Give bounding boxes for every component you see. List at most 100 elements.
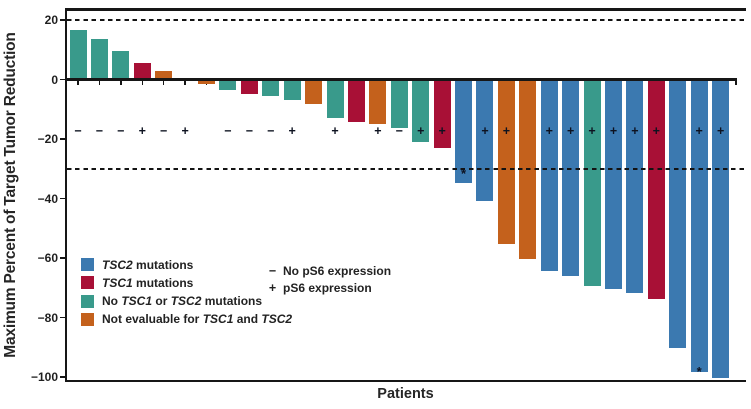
x-tick [77, 80, 79, 85]
ps6-symbol: + [417, 124, 425, 138]
y-tick [60, 376, 66, 378]
asterisk-marker: * [461, 165, 467, 181]
patient-bar [240, 80, 258, 95]
y-tick-label: −60 [37, 251, 58, 265]
y-tick-label: −20 [37, 132, 58, 146]
ps6-symbol: + [438, 124, 446, 138]
ps6-symbol: + [695, 124, 703, 138]
ps6-symbol: − [74, 124, 82, 138]
ps6-symbol: + [374, 124, 382, 138]
patient-bar [133, 63, 151, 80]
legend-label-segment: TSC2 [170, 294, 202, 309]
patient-bar [433, 80, 451, 148]
legend-label-segment: mutations [201, 294, 263, 309]
legend-label-segment: or [152, 294, 171, 309]
patient-bar [647, 80, 665, 300]
legend-swatch [81, 312, 94, 326]
x-axis-title: Patients [377, 386, 434, 402]
ps6-symbol: + [502, 124, 511, 138]
threshold-line [67, 167, 744, 170]
ps6-legend-symbol: − [268, 264, 277, 278]
patient-bar [219, 80, 237, 90]
y-tick-label: −80 [37, 310, 58, 325]
legend-ps6: − No pS6 expression + pS6 expression [266, 264, 391, 297]
ps6-symbol: + [138, 124, 146, 138]
x-axis-line [65, 379, 746, 382]
y-tick-label: 0 [51, 72, 58, 87]
legend-label-segment: Not evaluable for [102, 312, 203, 327]
y-tick-label: −100 [30, 370, 58, 384]
ps6-symbol: + [567, 124, 575, 138]
patient-bar [390, 80, 408, 129]
legend-label-segment: No [102, 294, 122, 309]
ps6-symbol: − [95, 124, 104, 138]
plot-top-border [65, 8, 746, 11]
patient-bar [262, 80, 280, 96]
threshold-line [67, 19, 744, 21]
legend-label-segment: TSC1 [202, 312, 234, 327]
y-axis-title: Maximum Percent of Target Tumor Reductio… [2, 32, 19, 358]
y-tick-label: −40 [37, 191, 58, 206]
x-tick [184, 80, 186, 85]
legend-item: TSC2 mutations [81, 258, 292, 272]
ps6-legend-label: pS6 expression [283, 280, 372, 295]
ps6-symbol: − [395, 124, 403, 138]
patient-bar [455, 80, 473, 184]
patient-bar [112, 51, 130, 80]
asterisk-marker: * [696, 363, 702, 379]
legend-swatch [81, 258, 94, 271]
patient-bar [369, 80, 387, 124]
legend-label-segment: TSC1 [121, 294, 153, 309]
y-tick-label: 20 [44, 13, 58, 27]
patient-bar [712, 80, 730, 379]
patient-bar [305, 80, 323, 105]
ps6-legend-symbol: + [268, 280, 277, 295]
legend-label-segment: TSC2 [102, 257, 133, 272]
x-tick [141, 80, 143, 85]
legend-item: TSC1 mutations [81, 275, 292, 290]
ps6-symbol: + [288, 124, 296, 138]
y-axis-line [65, 8, 67, 381]
x-tick [98, 80, 101, 85]
legend-swatch [81, 276, 94, 290]
patient-bar [583, 80, 601, 286]
ps6-symbol: + [545, 124, 553, 138]
x-tick [120, 80, 122, 85]
patient-bar [626, 80, 644, 294]
legend-swatch [81, 294, 94, 308]
patient-bar [69, 30, 87, 80]
patient-bar [519, 80, 537, 260]
legend-label-segment: mutations [132, 275, 194, 290]
ps6-symbol: + [331, 124, 339, 138]
ps6-legend-item: − No pS6 expression [266, 264, 391, 278]
patient-bar [155, 70, 173, 80]
ps6-symbol: + [609, 124, 618, 138]
legend-item: No TSC1 or TSC2 mutations [81, 294, 292, 308]
patient-bar [669, 80, 687, 349]
patient-bar [326, 80, 344, 118]
y-tick [60, 316, 66, 319]
y-tick [60, 19, 66, 21]
ps6-symbol: − [267, 124, 275, 138]
ps6-symbol: − [245, 124, 254, 138]
y-tick [60, 257, 66, 259]
legend-label-segment: TSC1 [102, 275, 133, 290]
patient-bar [347, 80, 365, 123]
ps6-symbol: + [588, 124, 596, 138]
x-tick [162, 80, 165, 85]
legend-item-label: No TSC1 or TSC2 mutations [102, 294, 262, 308]
patient-bar [690, 80, 708, 373]
ps6-symbol: + [716, 124, 725, 138]
patient-bar [198, 80, 216, 84]
legend-mutations: TSC2 mutations TSC1 mutations No TSC1 or T… [81, 258, 292, 331]
y-tick [60, 78, 66, 81]
patient-bar [90, 39, 108, 80]
y-tick [60, 197, 66, 200]
patient-bar [497, 80, 515, 245]
legend-label-segment: mutations [132, 257, 194, 272]
legend-item-label: TSC2 mutations [102, 258, 193, 272]
ps6-symbol: + [652, 124, 660, 138]
legend-item-label: Not evaluable for TSC1 and TSC2 [102, 312, 292, 326]
ps6-symbol: + [631, 124, 639, 138]
